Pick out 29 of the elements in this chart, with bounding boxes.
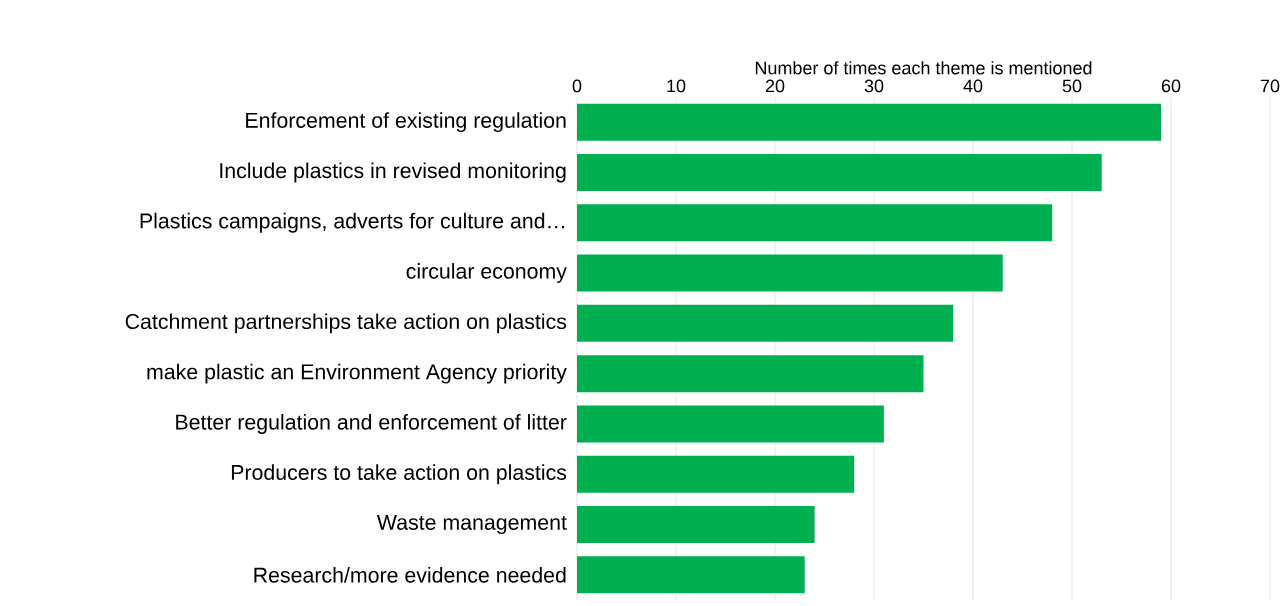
x-tick-label: 20 (765, 79, 785, 93)
bar (577, 103, 1162, 141)
bar (577, 355, 924, 393)
bar (577, 405, 884, 443)
bar (577, 204, 1053, 242)
bar (577, 506, 815, 544)
y-tick-label: Plastics campaigns, adverts for culture and… (140, 212, 565, 233)
x-tick-label: 0 (572, 79, 582, 93)
y-tick-label: Catchment partnerships take action on plastics (125, 313, 567, 334)
bar (577, 556, 805, 594)
bar (577, 254, 1003, 292)
bar (577, 304, 954, 342)
y-tick-label: circular economy (406, 263, 567, 283)
y-tick-label: Research/more evidence needed (254, 567, 566, 583)
x-tick-label: 30 (864, 79, 884, 93)
y-tick-label: Waste management (376, 514, 567, 535)
x-tick-label: 60 (1161, 79, 1181, 93)
y-tick-label: Include plastics in revised monitoring (220, 162, 566, 183)
x-axis-title: Number of times each theme is mentioned (755, 61, 1092, 75)
x-tick-label: 50 (1062, 79, 1082, 93)
bar (577, 455, 855, 493)
y-tick-label: Enforcement of existing regulation (246, 112, 566, 133)
x-tick-label: 40 (963, 79, 983, 93)
x-tick-label: 10 (667, 79, 686, 93)
bar (577, 153, 1102, 191)
x-tick-label: 70 (1260, 79, 1280, 93)
y-tick-label: Producers to take action on plastics (231, 464, 567, 485)
y-tick-label: make plastic an Environment Agency priority (147, 363, 567, 384)
y-tick-label: Better regulation and enforcement of litter (176, 414, 567, 434)
